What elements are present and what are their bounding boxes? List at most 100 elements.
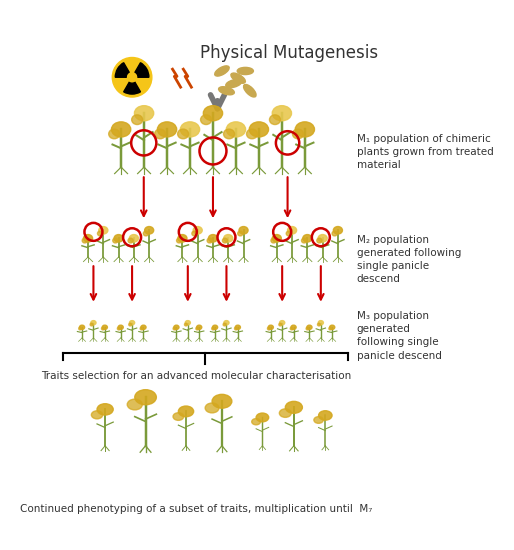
Ellipse shape xyxy=(329,325,335,329)
Ellipse shape xyxy=(112,122,131,137)
Ellipse shape xyxy=(173,327,176,330)
Ellipse shape xyxy=(144,227,154,234)
Ellipse shape xyxy=(223,238,228,243)
Ellipse shape xyxy=(280,321,285,325)
Ellipse shape xyxy=(185,321,190,325)
Ellipse shape xyxy=(226,122,246,137)
Ellipse shape xyxy=(290,327,293,330)
Text: M₁ population of chimeric
plants grown from treated
material: M₁ population of chimeric plants grown f… xyxy=(357,134,493,170)
Ellipse shape xyxy=(207,238,212,243)
Ellipse shape xyxy=(91,321,96,325)
Ellipse shape xyxy=(108,129,120,139)
Ellipse shape xyxy=(269,115,281,124)
Ellipse shape xyxy=(178,234,187,242)
Ellipse shape xyxy=(256,413,269,422)
Ellipse shape xyxy=(272,106,291,121)
Ellipse shape xyxy=(192,231,197,236)
Ellipse shape xyxy=(234,327,237,330)
Circle shape xyxy=(112,58,152,97)
Ellipse shape xyxy=(98,231,103,236)
Ellipse shape xyxy=(272,234,281,242)
Text: Physical Mutagenesis: Physical Mutagenesis xyxy=(200,44,378,62)
Ellipse shape xyxy=(91,411,103,419)
Ellipse shape xyxy=(178,406,194,417)
Ellipse shape xyxy=(177,238,182,243)
Ellipse shape xyxy=(97,404,113,415)
Ellipse shape xyxy=(130,321,135,325)
Text: M₂ population
generated following
single panicle
descend: M₂ population generated following single… xyxy=(357,234,461,284)
Ellipse shape xyxy=(79,327,82,330)
Ellipse shape xyxy=(99,227,108,234)
Ellipse shape xyxy=(303,234,312,242)
Ellipse shape xyxy=(231,73,245,83)
Ellipse shape xyxy=(332,231,337,236)
Ellipse shape xyxy=(279,409,291,417)
Ellipse shape xyxy=(249,122,268,137)
Ellipse shape xyxy=(90,323,93,326)
Ellipse shape xyxy=(329,327,332,330)
Ellipse shape xyxy=(174,325,179,329)
Ellipse shape xyxy=(267,327,270,330)
Ellipse shape xyxy=(235,325,241,329)
Ellipse shape xyxy=(193,227,202,234)
Ellipse shape xyxy=(295,122,315,137)
Ellipse shape xyxy=(239,227,248,234)
Text: Continued phenotyping of a subset of traits, multiplication until  M₇: Continued phenotyping of a subset of tra… xyxy=(20,504,373,514)
Ellipse shape xyxy=(252,419,261,425)
Ellipse shape xyxy=(318,323,320,326)
Ellipse shape xyxy=(205,403,219,413)
Ellipse shape xyxy=(155,129,166,139)
Ellipse shape xyxy=(143,231,149,236)
Ellipse shape xyxy=(318,234,327,242)
Ellipse shape xyxy=(82,238,87,243)
Ellipse shape xyxy=(140,327,143,330)
Ellipse shape xyxy=(196,325,202,329)
Ellipse shape xyxy=(127,399,142,410)
Ellipse shape xyxy=(102,325,107,329)
Ellipse shape xyxy=(271,238,276,243)
Ellipse shape xyxy=(287,227,297,234)
Ellipse shape xyxy=(244,85,256,97)
Ellipse shape xyxy=(113,238,118,243)
Ellipse shape xyxy=(218,87,234,95)
Ellipse shape xyxy=(204,106,223,121)
Ellipse shape xyxy=(319,411,332,420)
Ellipse shape xyxy=(173,412,183,420)
Ellipse shape xyxy=(212,327,215,330)
Ellipse shape xyxy=(185,323,188,326)
Ellipse shape xyxy=(237,68,253,75)
Ellipse shape xyxy=(128,323,132,326)
Text: M₃ population
generated
following single
panicle descend: M₃ population generated following single… xyxy=(357,311,442,361)
Wedge shape xyxy=(115,63,129,77)
Ellipse shape xyxy=(212,394,232,408)
Circle shape xyxy=(129,74,135,80)
Ellipse shape xyxy=(130,234,138,242)
Ellipse shape xyxy=(334,227,342,234)
Ellipse shape xyxy=(101,327,104,330)
Ellipse shape xyxy=(292,129,303,139)
Ellipse shape xyxy=(317,238,322,243)
Ellipse shape xyxy=(247,129,258,139)
Ellipse shape xyxy=(80,325,85,329)
Ellipse shape xyxy=(212,325,217,329)
Ellipse shape xyxy=(224,234,233,242)
Ellipse shape xyxy=(200,115,212,124)
Ellipse shape xyxy=(285,402,302,413)
Ellipse shape xyxy=(208,234,217,242)
Ellipse shape xyxy=(318,321,323,325)
Ellipse shape xyxy=(215,66,229,76)
Ellipse shape xyxy=(268,325,273,329)
Ellipse shape xyxy=(237,231,243,236)
Ellipse shape xyxy=(135,106,154,121)
Ellipse shape xyxy=(196,327,199,330)
Ellipse shape xyxy=(141,325,146,329)
Ellipse shape xyxy=(223,323,226,326)
Ellipse shape xyxy=(135,390,156,405)
Ellipse shape xyxy=(114,234,123,242)
Ellipse shape xyxy=(302,238,307,243)
Ellipse shape xyxy=(128,238,133,243)
Ellipse shape xyxy=(226,80,242,87)
Circle shape xyxy=(128,73,136,81)
Ellipse shape xyxy=(118,325,123,329)
Ellipse shape xyxy=(157,122,177,137)
